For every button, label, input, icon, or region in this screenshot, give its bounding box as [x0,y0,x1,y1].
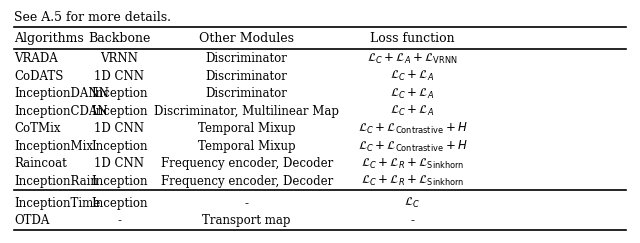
Text: CoTMix: CoTMix [14,122,61,135]
Text: $\mathcal{L}_C + \mathcal{L}_A$: $\mathcal{L}_C + \mathcal{L}_A$ [390,69,435,83]
Text: 1D CNN: 1D CNN [94,69,144,83]
Text: Temporal Mixup: Temporal Mixup [198,140,296,153]
Text: Discriminator: Discriminator [206,69,287,83]
Text: Backbone: Backbone [88,32,150,45]
Text: Other Modules: Other Modules [199,32,294,45]
Text: -: - [117,214,121,227]
Text: $\mathcal{L}_C + \mathcal{L}_R + \mathcal{L}_{\mathrm{Sinkhorn}}$: $\mathcal{L}_C + \mathcal{L}_R + \mathca… [361,174,464,188]
Text: Inception: Inception [91,105,148,118]
Text: $\mathcal{L}_C + \mathcal{L}_R + \mathcal{L}_{\mathrm{Sinkhorn}}$: $\mathcal{L}_C + \mathcal{L}_R + \mathca… [361,157,464,171]
Text: InceptionDANN: InceptionDANN [14,87,109,100]
Text: Frequency encoder, Decoder: Frequency encoder, Decoder [161,157,333,170]
Text: Frequency encoder, Decoder: Frequency encoder, Decoder [161,175,333,188]
Text: InceptionRain: InceptionRain [14,175,98,188]
Text: Discriminator, Multilinear Map: Discriminator, Multilinear Map [154,105,339,118]
Text: $\mathcal{L}_C + \mathcal{L}_A$: $\mathcal{L}_C + \mathcal{L}_A$ [390,87,435,101]
Text: -: - [244,197,249,210]
Text: Loss function: Loss function [370,32,454,45]
Text: VRNN: VRNN [100,52,138,65]
Text: Temporal Mixup: Temporal Mixup [198,122,296,135]
Text: InceptionTime: InceptionTime [14,197,100,210]
Text: Discriminator: Discriminator [206,87,287,100]
Text: $\mathcal{L}_C + \mathcal{L}_{\mathrm{Contrastive}} + H$: $\mathcal{L}_C + \mathcal{L}_{\mathrm{Co… [358,139,467,154]
Text: Inception: Inception [91,87,148,100]
Text: $\mathcal{L}_C + \mathcal{L}_A$: $\mathcal{L}_C + \mathcal{L}_A$ [390,104,435,118]
Text: Inception: Inception [91,197,148,210]
Text: InceptionCDAN: InceptionCDAN [14,105,108,118]
Text: -: - [410,214,414,227]
Text: InceptionMix: InceptionMix [14,140,93,153]
Text: OTDA: OTDA [14,214,49,227]
Text: Inception: Inception [91,140,148,153]
Text: $\mathcal{L}_C + \mathcal{L}_A + \mathcal{L}_{\mathrm{VRNN}}$: $\mathcal{L}_C + \mathcal{L}_A + \mathca… [367,52,458,66]
Text: See A.5 for more details.: See A.5 for more details. [14,11,171,25]
Text: Discriminator: Discriminator [206,52,287,65]
Text: Transport map: Transport map [202,214,291,227]
Text: $\mathcal{L}_C + \mathcal{L}_{\mathrm{Contrastive}} + H$: $\mathcal{L}_C + \mathcal{L}_{\mathrm{Co… [358,121,467,136]
Text: Inception: Inception [91,175,148,188]
Text: $\mathcal{L}_C$: $\mathcal{L}_C$ [404,196,420,210]
Text: VRADA: VRADA [14,52,58,65]
Text: 1D CNN: 1D CNN [94,122,144,135]
Text: Algorithms: Algorithms [14,32,84,45]
Text: CoDATS: CoDATS [14,69,63,83]
Text: 1D CNN: 1D CNN [94,157,144,170]
Text: Raincoat: Raincoat [14,157,67,170]
